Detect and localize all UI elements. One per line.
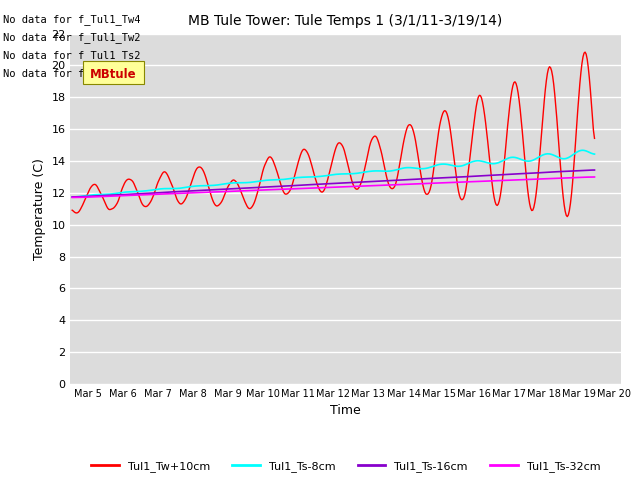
Tul1_Ts-8cm [578,147,586,153]
Tul1_Tw+10cm [68,207,76,213]
Tul1_Ts-16cm [380,178,387,184]
Tul1_Ts-8cm [380,168,387,174]
Line: Tul1_Ts-16cm: Tul1_Ts-16cm [72,170,595,197]
Tul1_Ts-8cm [68,194,76,200]
Tul1_Ts-32cm [68,194,76,200]
Tul1_Ts-32cm [319,185,327,191]
Tul1_Ts-16cm [319,181,327,187]
Tul1_Ts-16cm [591,167,598,173]
Tul1_Ts-16cm [68,194,76,200]
Tul1_Tw+10cm [497,193,504,199]
Tul1_Ts-8cm [579,147,587,153]
Title: MB Tule Tower: Tule Temps 1 (3/1/11-3/19/14): MB Tule Tower: Tule Temps 1 (3/1/11-3/19… [188,14,503,28]
Tul1_Tw+10cm [316,188,324,194]
Tul1_Ts-16cm [497,172,504,178]
Tul1_Tw+10cm [579,54,587,60]
Tul1_Ts-32cm [578,174,586,180]
Tul1_Tw+10cm [380,157,387,163]
Tul1_Tw+10cm [319,188,327,194]
Line: Tul1_Ts-32cm: Tul1_Ts-32cm [72,177,595,197]
Text: No data for f_Tul1_Tw4: No data for f_Tul1_Tw4 [3,13,141,24]
Tul1_Ts-32cm [316,185,324,191]
Tul1_Tw+10cm [563,214,571,219]
Line: Tul1_Ts-8cm: Tul1_Ts-8cm [72,150,595,197]
X-axis label: Time: Time [330,405,361,418]
Text: MBtule: MBtule [90,68,136,81]
Tul1_Ts-32cm [351,183,358,189]
Tul1_Ts-16cm [316,181,324,187]
Line: Tul1_Tw+10cm: Tul1_Tw+10cm [72,52,595,216]
Tul1_Tw+10cm [591,135,598,141]
Text: No data for f_Tul1_Ts2: No data for f_Tul1_Ts2 [3,50,141,61]
Tul1_Tw+10cm [351,185,358,191]
Tul1_Ts-32cm [497,178,504,183]
Tul1_Tw+10cm [581,49,589,55]
Y-axis label: Temperature (C): Temperature (C) [33,158,45,260]
Tul1_Ts-32cm [591,174,598,180]
Tul1_Ts-8cm [351,171,358,177]
Tul1_Ts-8cm [319,173,327,179]
Tul1_Ts-16cm [351,180,358,185]
Text: No data for f_Tul1_Ts3: No data for f_Tul1_Ts3 [3,68,141,79]
Tul1_Ts-32cm [380,182,387,188]
Tul1_Ts-8cm [316,173,324,179]
Text: No data for f_Tul1_Tw2: No data for f_Tul1_Tw2 [3,32,141,43]
Tul1_Ts-8cm [497,159,504,165]
Tul1_Ts-16cm [578,168,586,173]
Legend: Tul1_Tw+10cm, Tul1_Ts-8cm, Tul1_Ts-16cm, Tul1_Ts-32cm: Tul1_Tw+10cm, Tul1_Ts-8cm, Tul1_Ts-16cm,… [86,457,605,477]
Tul1_Ts-8cm [591,151,598,157]
